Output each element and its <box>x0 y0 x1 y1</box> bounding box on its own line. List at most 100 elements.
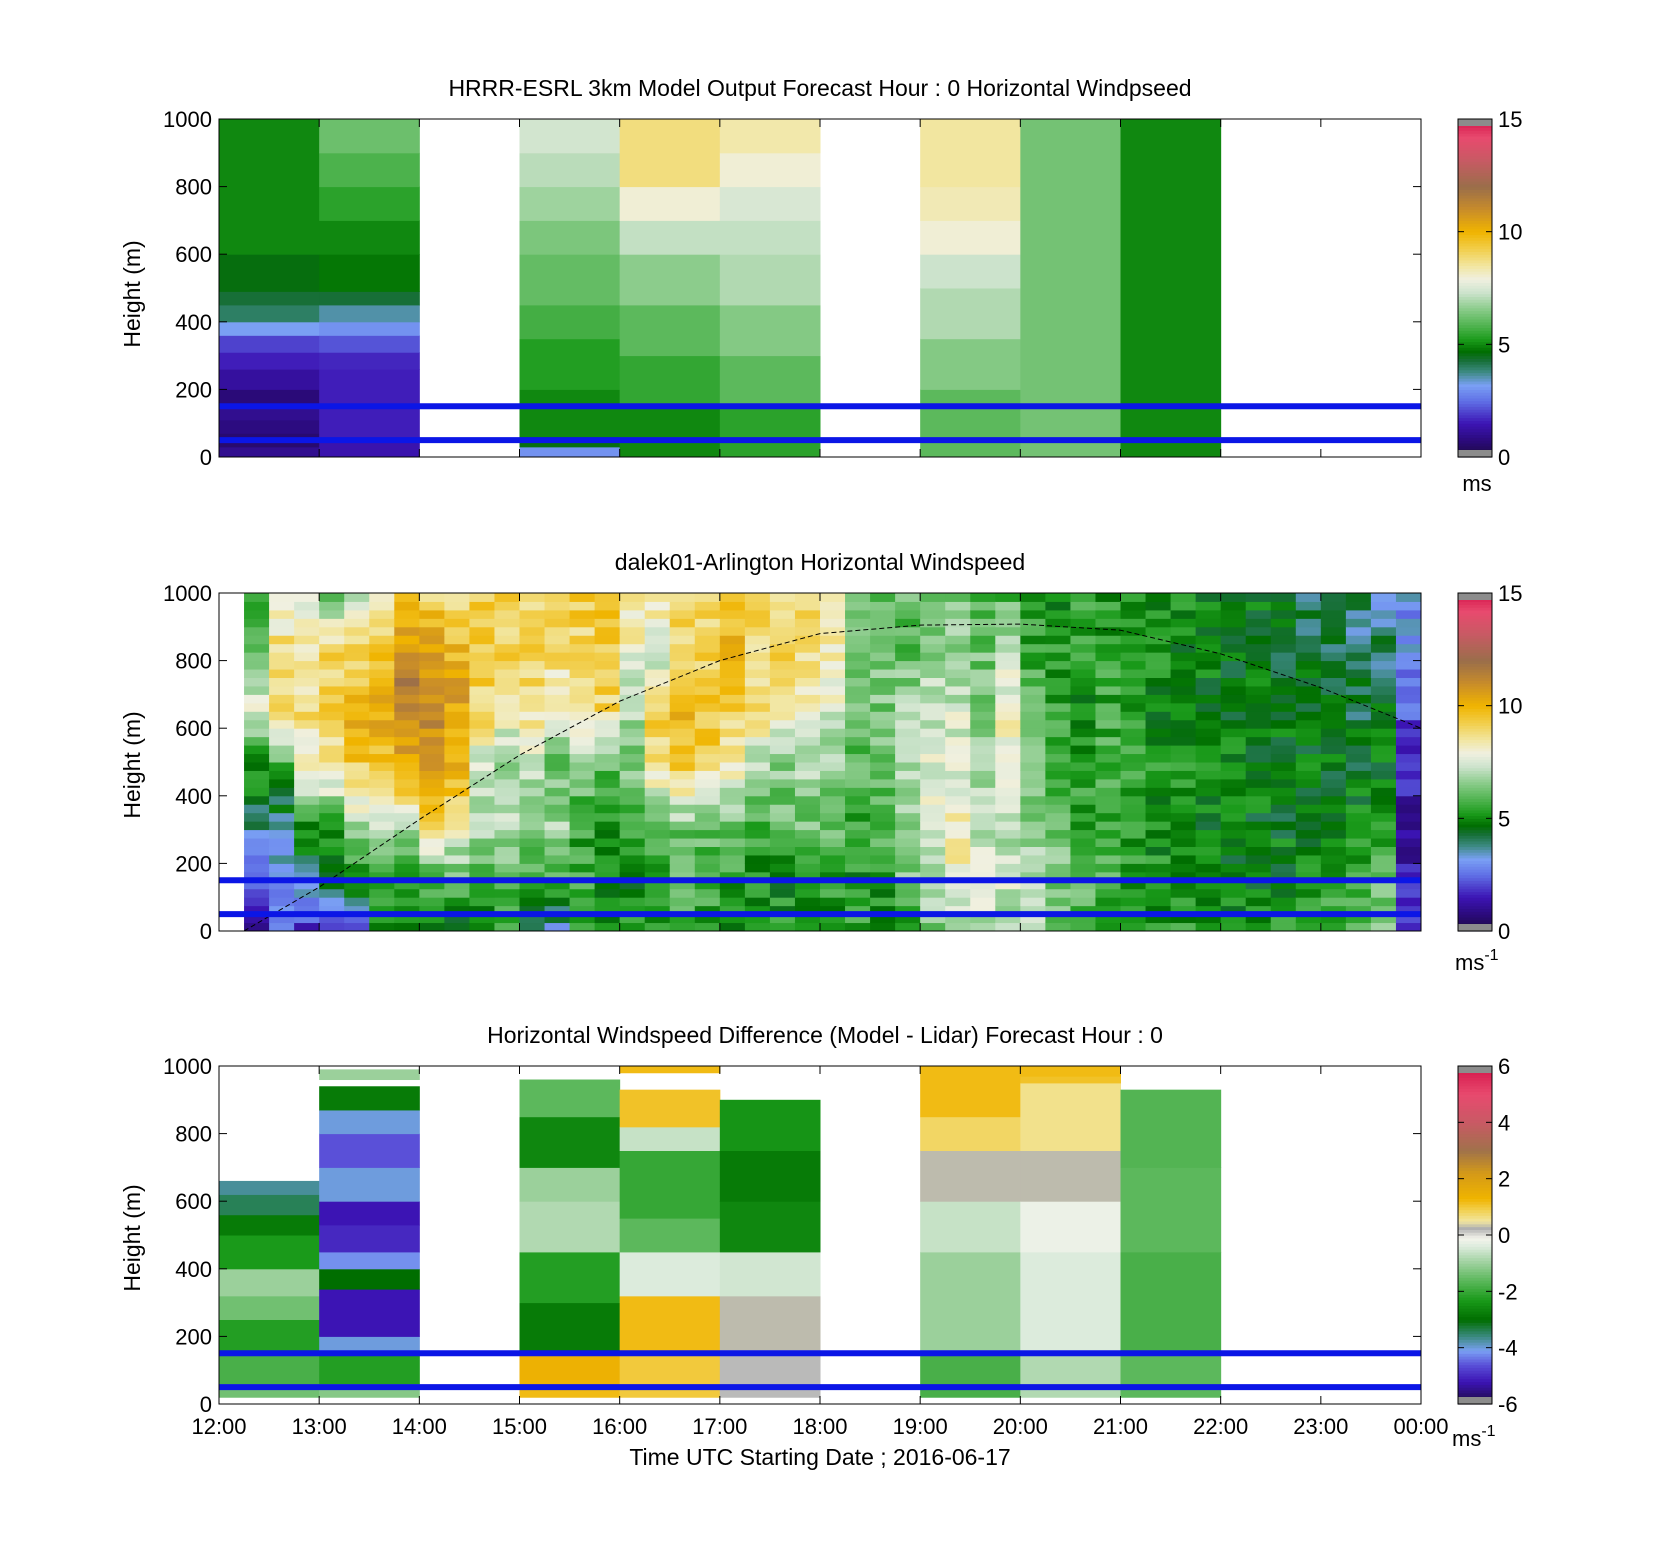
heatmap-cell <box>794 660 821 670</box>
colorbar-segment <box>1458 231 1492 236</box>
heatmap-cell <box>769 829 796 839</box>
heatmap-cell <box>719 821 746 831</box>
heatmap-cell <box>669 804 696 814</box>
heatmap-cell <box>344 880 370 890</box>
heatmap-cell <box>794 922 821 932</box>
heatmap-cell <box>995 635 1021 645</box>
heatmap-cell <box>769 897 796 907</box>
heatmap-cell <box>719 778 746 788</box>
heatmap-cell <box>995 762 1021 771</box>
heatmap-cell <box>594 829 621 839</box>
heatmap-cell <box>444 626 470 636</box>
heatmap-cell <box>1370 728 1397 738</box>
heatmap-cell <box>794 652 821 662</box>
heatmap-cell <box>1095 812 1121 822</box>
heatmap-cell <box>569 804 596 814</box>
colorbar-segment <box>1458 1223 1492 1228</box>
heatmap-cell <box>294 652 320 662</box>
heatmap-cell <box>469 804 495 814</box>
heatmap-cell <box>1370 643 1397 653</box>
heatmap-cell <box>419 905 445 915</box>
heatmap-cell <box>669 711 696 721</box>
heatmap-cell <box>1320 753 1347 763</box>
heatmap-cell <box>920 609 946 619</box>
colorbar-segment <box>1458 1156 1492 1160</box>
heatmap-cell <box>444 618 470 628</box>
heatmap-cell <box>1220 601 1247 611</box>
heatmap-cell <box>1395 897 1422 907</box>
heatmap-cell <box>995 871 1021 881</box>
heatmap-cell <box>644 677 671 687</box>
colorbar-segment <box>1458 908 1492 912</box>
colorbar-segment <box>1458 1091 1492 1095</box>
colorbar-segment <box>1458 1249 1492 1253</box>
heatmap-cell <box>1020 829 1046 839</box>
heatmap-cell <box>469 669 495 678</box>
heatmap-cell <box>419 652 445 662</box>
heatmap-cell <box>269 736 295 746</box>
heatmap-cell <box>1195 838 1222 847</box>
heatmap-cell <box>319 871 345 881</box>
heatmap-cell <box>594 669 621 678</box>
heatmap-cell <box>419 804 445 814</box>
heatmap-cell <box>870 795 896 805</box>
heatmap-cell <box>594 821 621 831</box>
heatmap-cell <box>469 846 495 856</box>
heatmap-cell <box>1395 846 1422 856</box>
colorbar-segment <box>1458 778 1492 783</box>
heatmap-cell <box>244 593 270 602</box>
heatmap-cell <box>369 728 395 738</box>
heatmap-cell <box>794 804 821 814</box>
heatmap-cell <box>744 778 771 788</box>
heatmap-cell <box>269 871 295 881</box>
colorbar-segment <box>1458 380 1492 385</box>
colorbar-cap <box>1458 924 1492 931</box>
heatmap-cell <box>419 753 445 763</box>
heatmap-cell <box>920 593 946 602</box>
heatmap-cell <box>1170 821 1197 831</box>
heatmap-cells <box>219 1066 1222 1398</box>
heatmap-cell <box>820 669 846 678</box>
heatmap-cell <box>294 593 320 602</box>
heatmap-cell <box>1220 753 1247 763</box>
colorbar-segment <box>1458 242 1492 247</box>
heatmap-cell <box>820 609 846 619</box>
heatmap-cell <box>319 626 345 636</box>
colorbar-segment <box>1458 172 1492 176</box>
heatmap-cell <box>719 593 746 602</box>
heatmap-cell <box>1320 618 1347 628</box>
heatmap-cell <box>319 888 345 898</box>
colorbar-segment <box>1458 1071 1492 1076</box>
heatmap-cell <box>469 821 495 831</box>
colorbar-segment <box>1458 397 1492 402</box>
heatmap-cell <box>1195 652 1222 662</box>
colorbar-segment <box>1458 776 1492 780</box>
heatmap-cell <box>494 635 520 645</box>
heatmap-cell <box>1395 787 1422 797</box>
heatmap-cell <box>769 804 796 814</box>
colorbar-segment <box>1458 248 1492 252</box>
heatmap-cell <box>719 897 746 907</box>
heatmap-cell <box>319 880 345 890</box>
heatmap-cell <box>544 863 571 873</box>
heatmap-cell <box>1245 609 1272 619</box>
heatmap-cell <box>319 1336 420 1354</box>
heatmap-cell <box>1370 745 1397 755</box>
heatmap-cell <box>769 719 796 729</box>
heatmap-cell <box>1095 652 1121 662</box>
heatmap-cell <box>294 719 320 729</box>
heatmap-cell <box>1195 770 1222 780</box>
heatmap-cell <box>870 728 896 738</box>
heatmap-cell <box>394 626 420 636</box>
heatmap-cell <box>419 871 445 881</box>
heatmap-cell <box>1395 829 1422 839</box>
colorbar-segment <box>1458 1113 1492 1118</box>
heatmap-cell <box>319 795 345 805</box>
colorbar-segment <box>1458 223 1492 227</box>
colorbar-segment <box>1458 285 1492 289</box>
heatmap-cell <box>619 922 646 932</box>
colorbar-segment <box>1458 1263 1492 1267</box>
heatmap-cell <box>870 643 896 653</box>
heatmap-cell <box>1320 838 1347 847</box>
y-axis-label: Height (m) <box>119 240 145 347</box>
